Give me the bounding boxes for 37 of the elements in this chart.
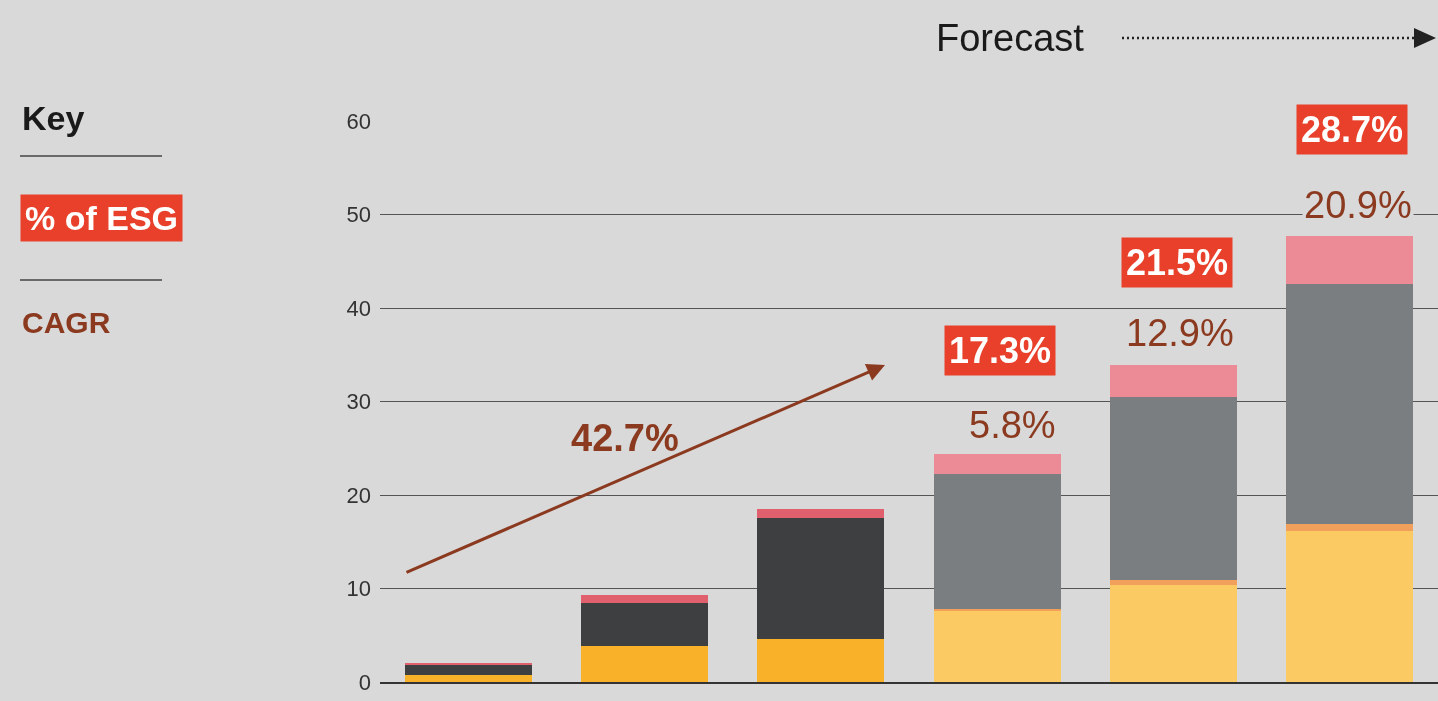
bar (1286, 530, 1414, 682)
bar (581, 595, 708, 603)
annotation: 17.3% (949, 330, 1052, 371)
annotation: 42.7% (571, 417, 679, 459)
y-tick-label: 10 (346, 576, 371, 602)
y-tick-label: 20 (346, 482, 371, 508)
bar (1286, 523, 1414, 531)
text: CAGR (22, 306, 111, 339)
annotation: 28.7% (1301, 109, 1404, 150)
bar (933, 610, 1061, 682)
bar (757, 638, 885, 682)
bar (933, 453, 1061, 474)
bar (933, 473, 1061, 610)
bar (404, 674, 532, 682)
y-tick-label: 50 (346, 202, 371, 228)
bar (1286, 236, 1414, 284)
bar (757, 509, 885, 519)
bar (757, 518, 885, 639)
annotation: 5.8% (969, 404, 1056, 446)
text: % of ESG (25, 199, 179, 237)
annotation: 20.9% (1304, 184, 1412, 226)
bar (404, 665, 532, 675)
bar (1110, 580, 1237, 585)
bar (1110, 584, 1237, 682)
bar (1110, 396, 1237, 581)
annotation: 21.5% (1126, 242, 1229, 283)
bar (1110, 365, 1237, 397)
y-tick-label: 60 (346, 108, 371, 134)
y-tick-label: 0 (358, 669, 371, 695)
y-tick-label: 40 (346, 295, 371, 321)
bar (581, 602, 708, 646)
bar (1286, 283, 1414, 524)
annotation: 12.9% (1126, 312, 1234, 354)
text: Forecast (936, 17, 1085, 59)
text: Key (22, 99, 85, 137)
y-tick-label: 30 (346, 389, 371, 415)
bar (581, 645, 708, 682)
